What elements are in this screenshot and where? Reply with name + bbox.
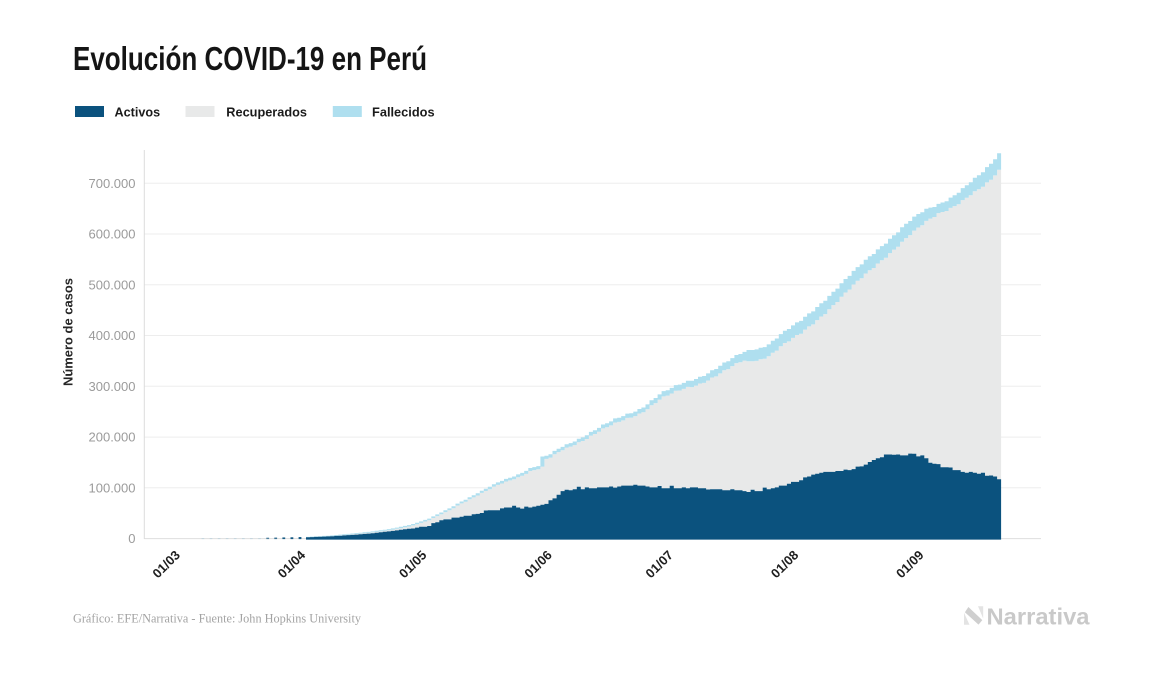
svg-text:0: 0	[128, 531, 135, 546]
svg-text:400.000: 400.000	[89, 328, 136, 343]
svg-text:200.000: 200.000	[89, 430, 136, 445]
svg-text:600.000: 600.000	[89, 227, 136, 242]
svg-text:100.000: 100.000	[89, 480, 136, 495]
svg-text:Narrativa: Narrativa	[987, 604, 1091, 630]
svg-text:700.000: 700.000	[89, 176, 136, 191]
svg-text:Recuperados: Recuperados	[226, 105, 307, 120]
svg-text:Fallecidos: Fallecidos	[372, 105, 435, 120]
svg-text:Número de casos: Número de casos	[61, 278, 76, 386]
svg-text:300.000: 300.000	[89, 379, 136, 394]
svg-text:Evolución COVID-19 en Perú: Evolución COVID-19 en Perú	[73, 40, 427, 77]
svg-text:500.000: 500.000	[89, 277, 136, 292]
svg-text:Gráfico: EFE/Narrativa - Fuent: Gráfico: EFE/Narrativa - Fuente: John Ho…	[73, 612, 362, 626]
svg-text:Activos: Activos	[115, 105, 161, 120]
